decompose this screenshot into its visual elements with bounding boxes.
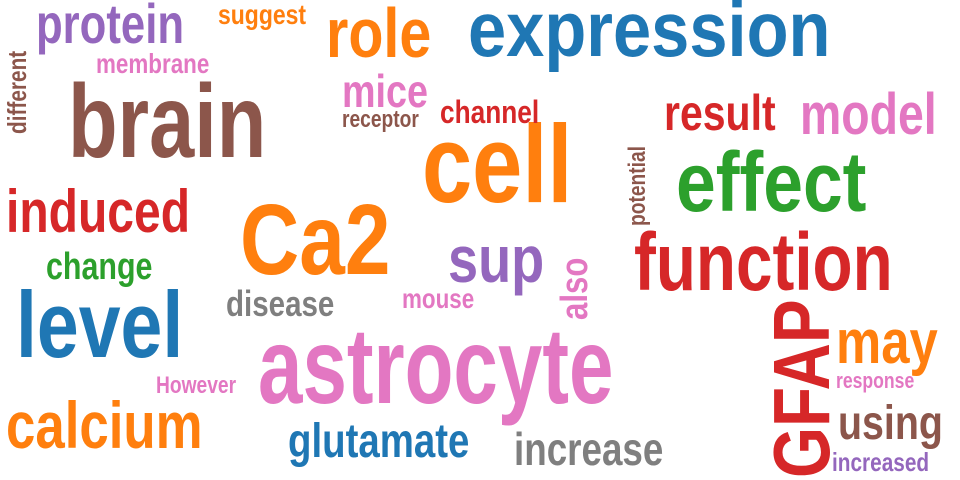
word-suggest: suggest xyxy=(218,0,307,30)
word-induced: induced xyxy=(6,178,191,245)
word-astrocyte: astrocyte xyxy=(258,305,614,426)
word-calcium: calcium xyxy=(6,388,203,462)
word-brain: brain xyxy=(68,64,267,180)
word-may: may xyxy=(836,308,938,377)
word-change: change xyxy=(46,246,153,288)
word-receptor: receptor xyxy=(342,106,419,133)
word-also: also xyxy=(554,257,596,320)
word-sup: sup xyxy=(448,222,545,296)
word-using: using xyxy=(838,397,943,450)
word-However: However xyxy=(156,372,237,399)
word-different: different xyxy=(2,50,32,134)
word-increase: increase xyxy=(514,423,664,475)
word-potential: potential xyxy=(624,146,651,226)
word-level: level xyxy=(16,272,184,377)
word-mice: mice xyxy=(342,65,428,117)
word-cell: cell xyxy=(422,103,573,226)
word-GFAP: GFAP xyxy=(757,299,846,478)
word-channel: channel xyxy=(440,94,540,130)
word-effect: effect xyxy=(676,135,867,229)
word-glutamate: glutamate xyxy=(288,415,470,468)
word-expression: expression xyxy=(468,0,831,73)
word-disease: disease xyxy=(226,283,335,324)
word-model: model xyxy=(800,82,937,147)
word-Ca2: Ca2 xyxy=(240,184,391,296)
word-increased: increased xyxy=(832,447,930,477)
word-result: result xyxy=(664,85,776,141)
word-response: response xyxy=(836,368,915,393)
word-protein: protein xyxy=(36,0,185,55)
word-function: function xyxy=(634,217,893,308)
word-mouse: mouse xyxy=(402,283,475,314)
word-membrane: membrane xyxy=(96,48,210,79)
word-role: role xyxy=(326,0,432,72)
